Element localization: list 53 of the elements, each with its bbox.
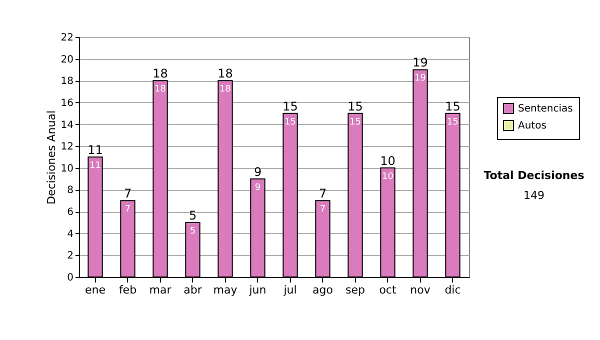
data-label: 18 xyxy=(220,84,232,95)
x-tick-label: mar xyxy=(149,284,172,296)
x-tick-label: dic xyxy=(444,284,461,296)
x-tick-label: nov xyxy=(410,284,431,296)
text: Total Decisiones xyxy=(484,169,585,182)
text: 149 xyxy=(524,189,544,202)
data-label: 11 xyxy=(90,161,101,171)
total-label: 9 xyxy=(254,164,262,179)
total-label: 10 xyxy=(380,154,396,168)
data-label: 5 xyxy=(190,226,196,236)
x-tick-label: abr xyxy=(184,284,202,296)
data-label: 7 xyxy=(320,204,326,215)
total-label: 7 xyxy=(318,186,327,201)
legend-label: Autos xyxy=(518,120,546,132)
y-tick-label: 4 xyxy=(67,228,74,240)
y-tick-label: 14 xyxy=(60,120,74,131)
y-tick-label: 0 xyxy=(67,272,74,284)
data-label: 19 xyxy=(414,74,426,84)
total-label: 15 xyxy=(282,99,298,114)
y-tick-label: 16 xyxy=(60,98,74,109)
data-label: 15 xyxy=(284,117,296,128)
data-label: 15 xyxy=(447,117,458,128)
x-tick-label: ago xyxy=(312,284,334,296)
x-tick-label: feb xyxy=(118,284,137,296)
x-tick-label: jun xyxy=(248,284,266,296)
y-axis-title: Decisiones Anual xyxy=(44,110,58,205)
total-label: 7 xyxy=(124,186,132,201)
y-tick-label: 10 xyxy=(60,163,74,174)
data-label: 18 xyxy=(154,84,166,95)
data-label: 15 xyxy=(350,117,361,128)
total-label: 18 xyxy=(152,66,168,81)
total-label: 19 xyxy=(412,56,428,70)
x-tick-label: oct xyxy=(379,284,397,296)
x-tick-label: jul xyxy=(282,284,297,296)
y-tick-label: 18 xyxy=(60,76,74,88)
x-tick-label: may xyxy=(213,284,238,296)
x-tick-label: ene xyxy=(84,284,106,296)
data-label: 10 xyxy=(382,172,394,182)
data-label: 7 xyxy=(124,204,131,215)
total-label: 5 xyxy=(188,208,197,222)
total-label: 11 xyxy=(88,143,103,157)
y-tick-label: 8 xyxy=(67,185,74,196)
y-tick-label: 2 xyxy=(67,250,74,262)
total-label: 15 xyxy=(445,99,460,114)
y-tick-label: 12 xyxy=(60,142,74,153)
data-label: 9 xyxy=(254,182,261,193)
total-label: 18 xyxy=(218,66,233,81)
total-label: 15 xyxy=(348,99,363,114)
y-tick-label: 22 xyxy=(60,32,74,44)
y-tick-label: 6 xyxy=(67,207,74,218)
x-tick-label: sep xyxy=(346,284,366,296)
y-tick-label: 20 xyxy=(60,54,74,66)
legend-label: Sentencias xyxy=(518,104,573,114)
